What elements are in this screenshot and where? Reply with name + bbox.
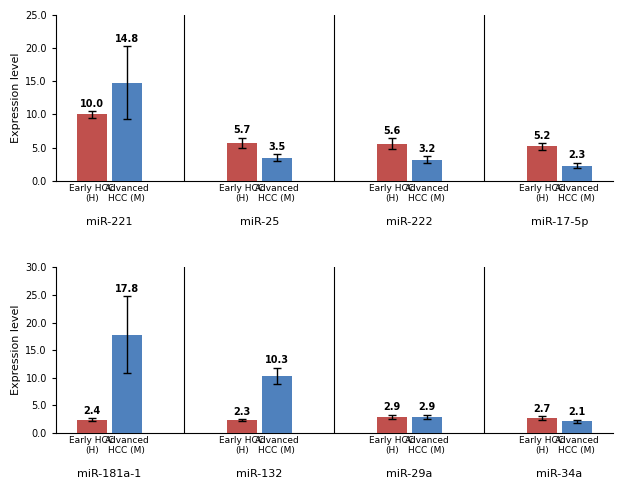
Text: miR-222: miR-222 [386, 217, 432, 227]
Text: miR-221: miR-221 [86, 217, 133, 227]
Text: 2.3: 2.3 [568, 151, 585, 160]
Text: 5.2: 5.2 [534, 130, 550, 141]
Text: 2.1: 2.1 [568, 407, 585, 417]
Text: 5.6: 5.6 [383, 126, 401, 136]
Text: 3.5: 3.5 [268, 142, 286, 152]
Text: miR-29a: miR-29a [386, 469, 432, 479]
Bar [227, 143, 257, 181]
Text: 2.7: 2.7 [534, 404, 550, 414]
Bar [562, 165, 592, 181]
Bar [412, 417, 442, 433]
Bar [562, 422, 592, 433]
Bar [262, 376, 292, 433]
Bar [377, 144, 407, 181]
Bar [527, 418, 557, 433]
Bar [377, 417, 407, 433]
Text: miR-132: miR-132 [236, 469, 283, 479]
Bar [412, 159, 442, 181]
Text: 2.4: 2.4 [83, 405, 100, 416]
Text: 2.3: 2.3 [233, 407, 251, 417]
Bar [112, 83, 142, 181]
Text: miR-17-5p: miR-17-5p [530, 217, 588, 227]
Text: miR-34a: miR-34a [536, 469, 583, 479]
Text: 14.8: 14.8 [115, 34, 139, 44]
Bar [77, 115, 107, 181]
Text: 2.9: 2.9 [418, 402, 436, 412]
Text: miR-25: miR-25 [240, 217, 279, 227]
Y-axis label: Expression level: Expression level [11, 53, 21, 143]
Bar [112, 335, 142, 433]
Bar [77, 420, 107, 433]
Text: 2.9: 2.9 [383, 402, 401, 412]
Text: miR-181a-1: miR-181a-1 [77, 469, 142, 479]
Y-axis label: Expression level: Expression level [11, 305, 21, 396]
Text: 3.2: 3.2 [418, 144, 436, 154]
Bar [227, 420, 257, 433]
Text: 17.8: 17.8 [115, 283, 139, 294]
Text: 10.3: 10.3 [265, 355, 289, 366]
Text: 5.7: 5.7 [233, 125, 251, 135]
Bar [527, 146, 557, 181]
Text: 10.0: 10.0 [80, 99, 104, 109]
Bar [262, 157, 292, 181]
